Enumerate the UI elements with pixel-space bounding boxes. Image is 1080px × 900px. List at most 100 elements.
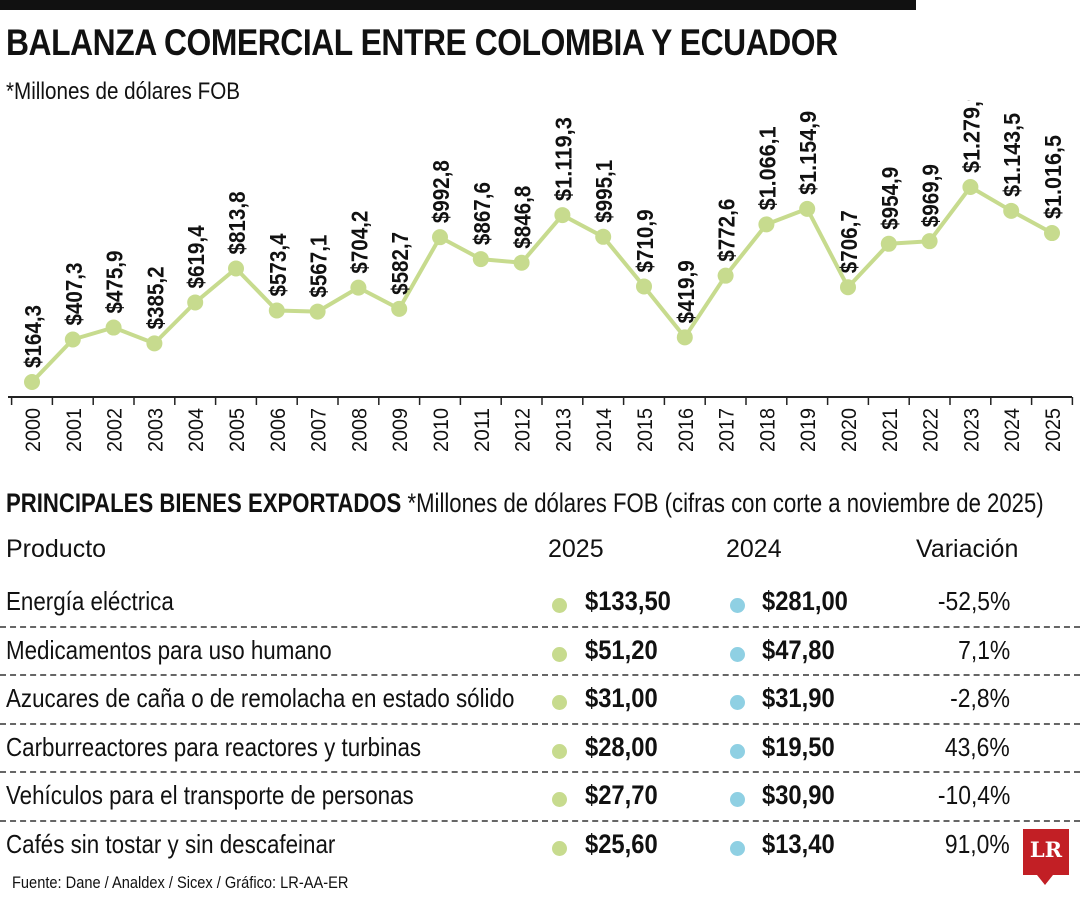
data-label: $710,9 (632, 209, 658, 272)
data-label: $1.119,3 (550, 117, 576, 201)
header-2025: 2025 (548, 535, 604, 563)
product-name: Carburreactores para reactores y turbina… (6, 731, 422, 762)
data-point (758, 216, 775, 233)
data-label: $573,4 (265, 233, 291, 296)
data-point (187, 294, 204, 311)
row-separator (0, 771, 1080, 774)
x-tick-label: 2023 (960, 408, 983, 452)
x-tick-label: 2024 (1001, 408, 1024, 452)
data-label: $995,1 (591, 160, 617, 223)
value-2025: $27,70 (585, 780, 658, 811)
data-label: $385,2 (142, 266, 168, 329)
x-tick-label: 2018 (756, 408, 779, 452)
lr-logo-text: LR (1029, 837, 1063, 862)
chart-title: BALANZA COMERCIAL ENTRE COLOMBIA Y ECUAD… (6, 22, 838, 63)
legend-dot-2025 (552, 792, 567, 808)
legend-dot-2024 (730, 598, 745, 613)
top-bar (0, 0, 916, 10)
legend-dot-2025 (552, 743, 567, 759)
table-row: Vehículos para el transporte de personas… (0, 772, 1080, 820)
value-2025: $51,20 (585, 634, 658, 665)
data-label: $419,9 (673, 260, 699, 323)
data-label: $1.066,1 (754, 126, 780, 210)
data-point (350, 279, 367, 296)
row-separator (0, 625, 1080, 628)
value-2024: $30,90 (762, 780, 835, 811)
x-tick-label: 2010 (430, 408, 453, 452)
value-2024: $13,40 (762, 829, 835, 859)
row-separator (0, 674, 1080, 677)
x-tick-label: 2011 (471, 408, 494, 452)
legend-dot-2025 (552, 598, 567, 613)
data-label: $992,8 (428, 160, 454, 223)
x-tick-label: 2001 (63, 408, 86, 452)
x-tick-label: 2017 (716, 408, 739, 452)
x-tick-label: 2016 (675, 408, 698, 452)
data-point (472, 251, 489, 268)
table-title-line: PRINCIPALES BIENES EXPORTADOS *Millones … (6, 488, 1044, 519)
table-row: Cafés sin tostar y sin descafeinar $25,60… (0, 821, 1080, 869)
header-2024: 2024 (726, 535, 782, 563)
variation: 7,1% (957, 634, 1010, 665)
data-label: $846,8 (510, 186, 536, 249)
header-product: Producto (6, 535, 107, 563)
data-point (1044, 225, 1060, 242)
data-point (228, 260, 244, 277)
legend-dot-2024 (730, 646, 745, 662)
data-label: $1.016,5 (1040, 135, 1066, 219)
data-point (962, 179, 979, 195)
data-label: $867,6 (469, 182, 495, 245)
data-label: $704,2 (346, 211, 372, 274)
data-point (268, 302, 285, 319)
data-label: $954,9 (877, 167, 903, 230)
data-point (64, 331, 81, 348)
legend-dot-2025 (552, 841, 567, 856)
data-label: $813,8 (224, 191, 250, 254)
data-label: $164,3 (20, 305, 46, 368)
table-row: Carburreactores para reactores y turbina… (0, 724, 1080, 772)
series-line (30, 185, 1053, 384)
data-label: $475,9 (102, 251, 128, 314)
data-point (391, 300, 408, 317)
x-tick-label: 2004 (185, 408, 208, 452)
variation: 91,0% (945, 829, 1010, 859)
data-point (1003, 202, 1020, 219)
variation: -52,5% (937, 586, 1010, 616)
legend-dot-2024 (730, 743, 745, 759)
x-tick-label: 2013 (552, 408, 575, 452)
value-2025: $31,00 (585, 683, 658, 714)
product-name: Energía eléctrica (6, 586, 174, 616)
lr-logo: LR (1023, 829, 1069, 885)
value-2024: $19,50 (762, 731, 835, 762)
value-2024: $47,80 (762, 634, 835, 665)
data-point (595, 228, 612, 245)
value-2025: $133,50 (585, 586, 671, 616)
legend-dot-2024 (730, 841, 745, 856)
data-label: $1.279,9 (958, 100, 984, 173)
x-tick-label: 2020 (838, 408, 861, 452)
product-name: Vehículos para el transporte de personas (6, 780, 414, 811)
chart-subtitle: *Millones de dólares FOB (6, 78, 241, 105)
legend-dot-2025 (552, 695, 567, 711)
value-2024: $281,00 (762, 586, 848, 616)
data-point (105, 319, 122, 336)
source-note: Fuente: Dane / Analdex / Sicex / Gráfico… (12, 873, 349, 892)
data-label: $706,7 (836, 210, 862, 273)
line-chart: $164,3 2000 $407,3 2001 $475,9 2002 $385,2 2003… (8, 100, 1074, 452)
data-point (921, 233, 938, 250)
data-point (636, 278, 652, 295)
table-row: Azucares de caña o de remolacha en estad… (0, 675, 1080, 723)
data-label: $619,4 (183, 225, 209, 288)
x-tick-label: 2008 (348, 408, 371, 452)
x-tick-label: 2015 (634, 408, 657, 452)
x-tick-label: 2019 (797, 408, 820, 452)
x-tick-label: 2009 (389, 408, 412, 452)
legend-dot-2024 (730, 695, 745, 711)
value-2024: $31,90 (762, 683, 835, 714)
x-tick-label: 2007 (308, 408, 331, 452)
x-tick-label: 2021 (879, 408, 902, 452)
data-point (840, 279, 856, 296)
x-tick-label: 2002 (104, 408, 127, 452)
product-name: Cafés sin tostar y sin descafeinar (6, 829, 336, 859)
product-name: Azucares de caña o de remolacha en estad… (6, 683, 515, 714)
